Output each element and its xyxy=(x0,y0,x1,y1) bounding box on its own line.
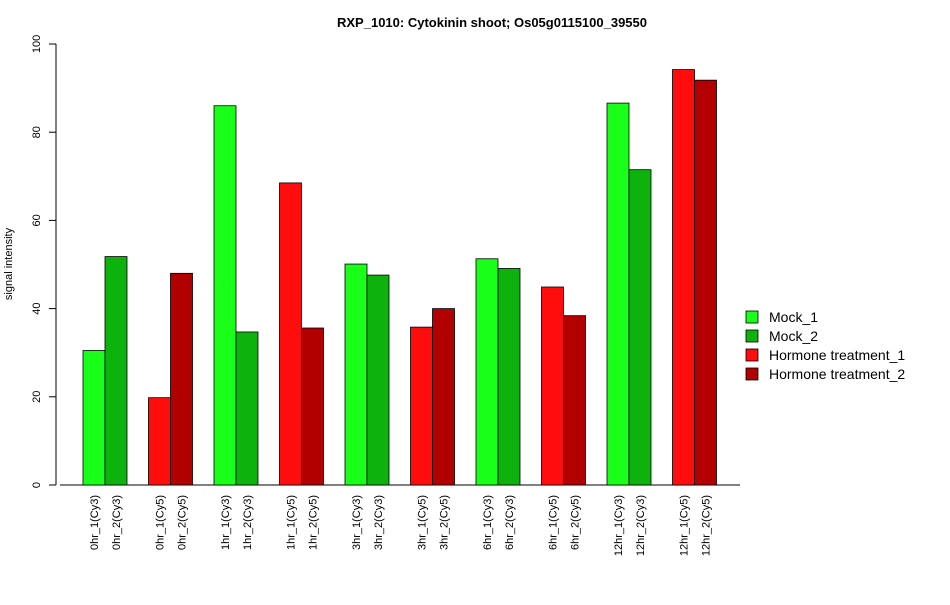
x-tick-label: 0hr_2(Cy5) xyxy=(177,495,189,550)
legend-swatch xyxy=(745,329,759,343)
x-tick-label: 12hr_2(Cy5) xyxy=(701,495,713,556)
x-tick-label: 3hr_1(Cy5) xyxy=(417,495,429,550)
legend-label: Hormone treatment_2 xyxy=(769,366,905,382)
bar-3hr_2(Cy5) xyxy=(432,308,455,486)
x-tick-label: 12hr_2(Cy3) xyxy=(635,495,647,556)
chart-title: RXP_1010: Cytokinin shoot; Os05g0115100_… xyxy=(337,15,647,30)
bar-12hr_1(Cy5) xyxy=(672,69,695,486)
bar-0hr_1(Cy5) xyxy=(148,397,171,486)
y-axis: 0 20 40 60 80 100 xyxy=(31,35,57,488)
bar-3hr_1(Cy5) xyxy=(410,326,433,486)
bar-0hr_2(Cy5) xyxy=(170,272,193,486)
y-tick-label: 60 xyxy=(31,214,43,226)
x-tick-label: 1hr_1(Cy5) xyxy=(286,495,298,550)
y-tick-label: 20 xyxy=(31,391,43,403)
bar-6hr_1(Cy5) xyxy=(541,286,564,486)
legend-swatch xyxy=(745,367,759,381)
x-tick-label: 6hr_2(Cy3) xyxy=(504,495,516,550)
legend-swatch xyxy=(745,310,759,324)
bar-12hr_2(Cy3) xyxy=(628,169,652,486)
x-tick-label: 6hr_1(Cy5) xyxy=(548,495,560,550)
x-tick-label: 3hr_2(Cy5) xyxy=(439,495,451,550)
x-tick-label: 6hr_1(Cy3) xyxy=(482,495,494,550)
bar-0hr_2(Cy3) xyxy=(104,256,128,486)
x-tick-label: 3hr_2(Cy3) xyxy=(373,495,385,550)
legend-swatch xyxy=(745,348,759,362)
x-tick-label: 0hr_2(Cy3) xyxy=(111,495,123,550)
x-tick-label: 0hr_1(Cy3) xyxy=(89,495,101,550)
x-tick-label: 1hr_2(Cy3) xyxy=(242,495,254,550)
x-tick-label: 12hr_1(Cy5) xyxy=(679,495,691,556)
y-tick-label: 0 xyxy=(31,482,43,488)
bar-1hr_1(Cy3) xyxy=(213,105,237,486)
x-tick-label: 3hr_1(Cy3) xyxy=(351,495,363,550)
y-tick-label: 100 xyxy=(31,35,43,53)
bar-0hr_1(Cy3) xyxy=(82,350,106,486)
y-axis-label: signal intensity xyxy=(3,227,15,300)
x-tick-label: 0hr_1(Cy5) xyxy=(155,495,167,550)
y-tick-label: 80 xyxy=(31,126,43,138)
legend-label: Mock_2 xyxy=(769,328,818,344)
bar-6hr_2(Cy3) xyxy=(497,268,521,486)
x-tick-label: 1hr_2(Cy5) xyxy=(308,495,320,550)
x-tick-label: 6hr_2(Cy5) xyxy=(570,495,582,550)
bar-12hr_2(Cy5) xyxy=(694,79,717,486)
bar-1hr_2(Cy3) xyxy=(235,331,259,486)
bar-3hr_2(Cy3) xyxy=(366,274,390,486)
x-tick-label: 12hr_1(Cy3) xyxy=(613,495,625,556)
bar-6hr_2(Cy5) xyxy=(563,315,586,486)
bar-1hr_1(Cy5) xyxy=(279,182,302,486)
y-tick-label: 40 xyxy=(31,302,43,314)
legend-label: Hormone treatment_1 xyxy=(769,347,905,363)
bar-1hr_2(Cy5) xyxy=(301,327,324,486)
bar-3hr_1(Cy3) xyxy=(344,263,368,486)
legend: Mock_1 Mock_2 Hormone treatment_1 Hormone t… xyxy=(745,309,905,382)
bar-series-group xyxy=(82,69,717,486)
legend-label: Mock_1 xyxy=(769,309,818,325)
x-tick-label: 1hr_1(Cy3) xyxy=(220,495,232,550)
category-labels: 0hr_1(Cy3) 0hr_2(Cy3) 0hr_1(Cy5) 0hr_2(Cy5)… xyxy=(89,495,713,556)
bar-12hr_1(Cy3) xyxy=(606,102,630,486)
bar-6hr_1(Cy3) xyxy=(475,258,499,486)
